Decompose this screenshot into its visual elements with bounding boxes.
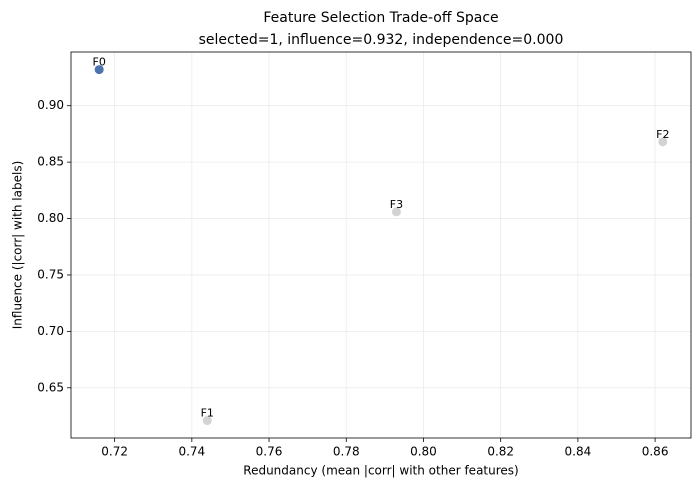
x-tick-label: 0.74 <box>178 445 205 459</box>
plot-frame <box>70 51 692 439</box>
x-tick-label: 0.80 <box>410 445 437 459</box>
x-tick-label: 0.78 <box>333 445 360 459</box>
y-tick-label: 0.90 <box>37 98 64 112</box>
point-label: F3 <box>390 198 403 211</box>
point <box>202 416 212 426</box>
x-tick-label: 0.82 <box>487 445 514 459</box>
point-label: F2 <box>656 128 669 141</box>
y-tick-label: 0.65 <box>37 380 64 394</box>
point <box>391 207 401 217</box>
y-tick-label: 0.70 <box>37 324 64 338</box>
y-tick-label: 0.85 <box>37 155 64 169</box>
point-label: F0 <box>93 56 106 69</box>
x-axis-label: Redundancy (mean |corr| with other featu… <box>243 464 518 478</box>
y-tick-label: 0.80 <box>37 211 64 225</box>
x-tick-label: 0.72 <box>101 445 128 459</box>
x-tick-label: 0.76 <box>256 445 283 459</box>
x-tick-label: 0.86 <box>642 445 669 459</box>
y-tick-label: 0.75 <box>37 267 64 281</box>
point-label: F1 <box>201 407 214 420</box>
y-axis-label: Influence (|corr| with labels) <box>11 161 25 330</box>
chart-title: Feature Selection Trade-off Space <box>263 10 498 26</box>
chart-subtitle: selected=1, influence=0.932, independenc… <box>199 32 564 48</box>
x-tick-label: 0.84 <box>565 445 592 459</box>
point <box>94 65 104 75</box>
point <box>658 137 668 147</box>
